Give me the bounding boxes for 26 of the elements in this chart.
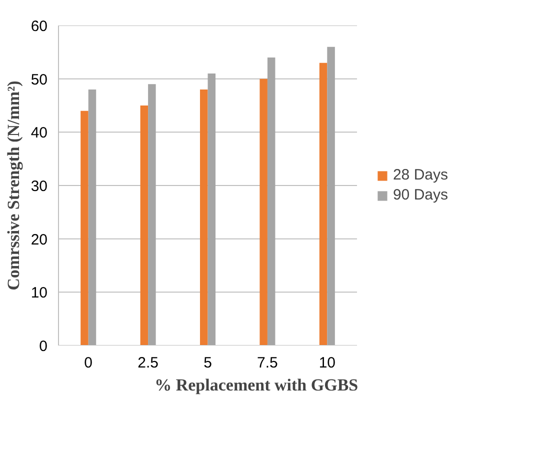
bar [319,62,328,346]
y-tick-label: 20 [30,231,48,248]
bar [267,58,276,346]
x-axis-title: % Replacement with GGBS [154,376,358,394]
y-tick-label: 30 [30,178,48,195]
x-tick-label: 5 [204,354,212,372]
x-tick-label: 2.5 [138,354,158,372]
x-tick-label: 7.5 [257,354,278,372]
y-tick-label: 60 [30,18,48,35]
y-axis-title: Comrssive Strength (N/mm²) [4,80,23,290]
y-tick-label: 10 [30,284,48,302]
bar [88,90,96,346]
bar [208,74,216,346]
y-tick-label: 0 [39,338,48,355]
y-tick-label: 50 [30,71,48,88]
legend-label: 90 Days [392,186,448,204]
bar [260,78,268,346]
y-tick-label: 40 [30,124,48,142]
bar [148,84,156,346]
bar [80,110,88,346]
bar [200,90,208,346]
x-tick-label: 0 [84,354,93,372]
x-tick-label: 10 [318,354,336,372]
bar [327,46,335,346]
legend-label: 28 Days [392,166,448,184]
bar [140,106,148,346]
